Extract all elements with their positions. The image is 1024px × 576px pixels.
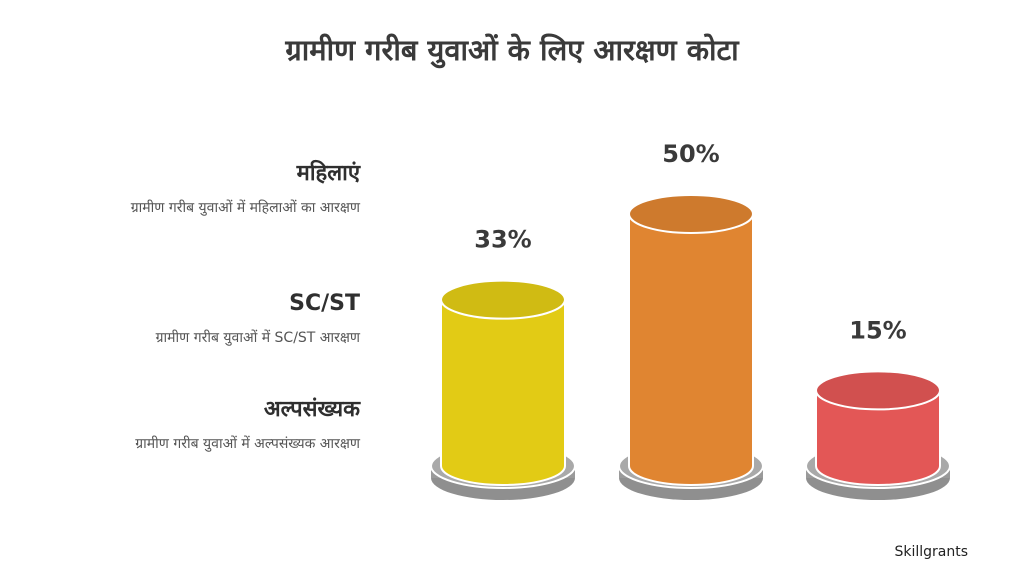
legend-description: ग्रामीण गरीब युवाओं में महिलाओं का आरक्ष… (130, 200, 360, 216)
bar-group: 15% (805, 316, 951, 500)
bar-top-cap (815, 370, 941, 411)
bar-top-cap (440, 279, 566, 320)
legend-heading: SC/ST (289, 291, 360, 316)
legend-description: ग्रामीण गरीब युवाओं में अल्पसंख्यक आरक्ष… (135, 436, 360, 452)
bar-body (628, 213, 754, 486)
bar-top-cap (628, 194, 754, 234)
legend-item-scst: SC/ST ग्रामीण गरीब युवाओं में SC/ST आरक्… (40, 290, 360, 348)
chart-title: ग्रामीण गरीब युवाओं के लिए आरक्षण कोटा (285, 33, 739, 67)
bar-value-label: 15% (849, 316, 906, 344)
bar-value-label: 50% (662, 140, 719, 168)
legend-item-women: महिलाएं ग्रामीण गरीब युवाओं में महिलाओं … (40, 160, 360, 218)
bar-body (440, 298, 566, 486)
legend-heading: अल्पसंख्यक (263, 397, 360, 422)
bar-group: 33% (430, 226, 576, 500)
bar-value-label: 33% (474, 226, 531, 254)
bar-group: 50% (618, 140, 764, 500)
bar-body (815, 389, 941, 486)
legend-description: ग्रामीण गरीब युवाओं में SC/ST आरक्षण (155, 330, 360, 346)
legend-heading: महिलाएं (296, 161, 360, 186)
brand-logo-text: Skillgrants (894, 544, 968, 560)
legend-item-minority: अल्पसंख्यक ग्रामीण गरीब युवाओं में अल्पस… (40, 396, 360, 454)
